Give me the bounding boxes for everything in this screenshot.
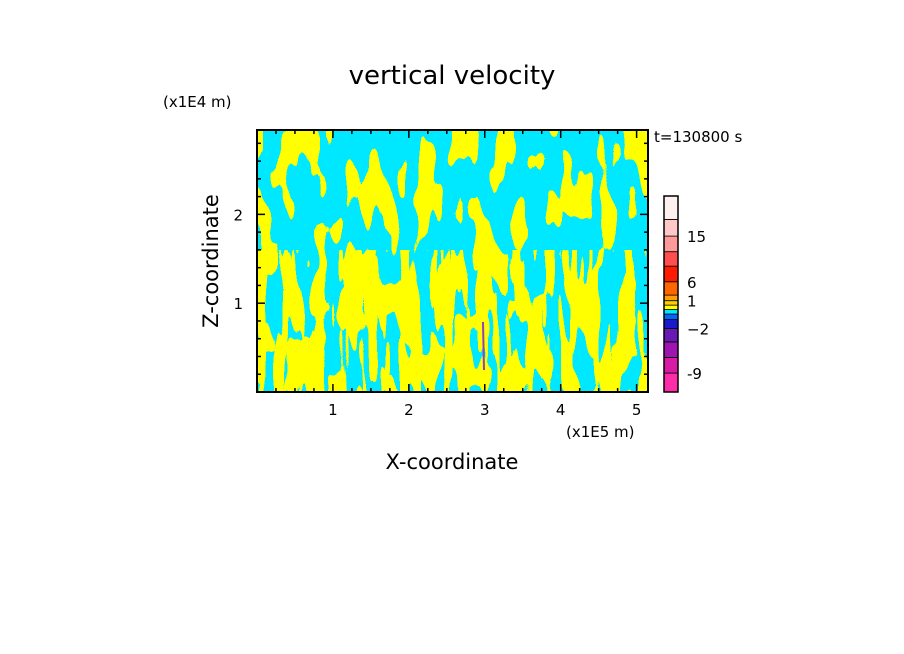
colorbar-label: −2: [687, 321, 709, 339]
colorbar-band: [663, 218, 679, 237]
colorbar: -9 −2 16 15: [663, 195, 709, 393]
field-positive-lower: [257, 250, 648, 392]
colorbar-frame: [663, 195, 679, 393]
time-label: t=130800 s: [654, 128, 742, 146]
x-tick-label: 5: [632, 401, 642, 419]
y-axis-ticks: 12: [233, 142, 648, 375]
colorbar-band: [663, 235, 679, 253]
colorbar-band: [663, 195, 679, 220]
x-scale-label: (x1E5 m): [566, 423, 635, 441]
colorbar-band: [663, 265, 679, 283]
x-tick-label: 4: [556, 401, 566, 419]
colorbar-band: [663, 300, 679, 306]
colorbar-band: [663, 341, 679, 358]
colorbar-band: [663, 319, 679, 329]
x-axis-ticks: 1 2 3 4 5: [275, 130, 642, 419]
y-tick-label: 2: [233, 206, 243, 224]
colorbar-label: 6: [687, 274, 697, 292]
colorbar-band: [663, 294, 679, 302]
colorbar-band: [663, 309, 679, 315]
colorbar-label: 1: [687, 293, 697, 311]
colorbar-label: -9: [687, 365, 702, 383]
chart-title: vertical velocity: [349, 61, 556, 91]
colorbar-band: [663, 328, 679, 343]
x-tick-label: 1: [328, 401, 338, 419]
colorbar-band: [663, 313, 679, 321]
y-tick-label: 1: [233, 295, 243, 313]
colorbar-band: [663, 357, 679, 374]
x-axis-title: X-coordinate: [386, 450, 519, 474]
x-tick-label: 3: [480, 401, 490, 419]
plot-frame: [256, 129, 649, 393]
colorbar-band: [663, 251, 679, 267]
colorbar-band: [663, 372, 679, 393]
velocity-field: [257, 130, 648, 392]
colorbar-label: 15: [687, 228, 706, 246]
colorbar-band: [663, 304, 679, 310]
y-scale-label: (x1E4 m): [163, 93, 232, 111]
field-core: [482, 321, 485, 371]
x-tick-label: 2: [404, 401, 414, 419]
colorbar-band: [663, 281, 679, 296]
y-axis-title: Z-coordinate: [199, 194, 223, 328]
